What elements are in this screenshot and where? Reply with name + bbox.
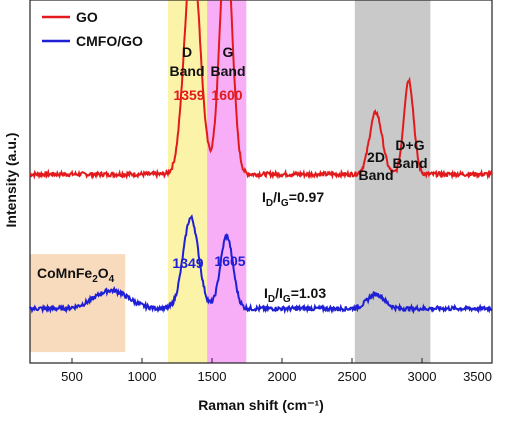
x-tick-label: 2500 xyxy=(338,369,367,384)
d-band-label-line1: D xyxy=(182,44,192,60)
series-cmfo-go-line xyxy=(29,214,493,315)
x-tick-label: 1000 xyxy=(128,369,157,384)
series-go-line xyxy=(29,0,493,180)
ratio-go-label: ID/IG=0.97 xyxy=(262,189,324,209)
2d-dg-band-region xyxy=(354,0,431,363)
legend-go-label: GO xyxy=(76,9,98,25)
g-peak-go-label: 1600 xyxy=(211,87,242,103)
d-peak-go-label: 1359 xyxy=(173,87,204,103)
x-tick-label: 2000 xyxy=(268,369,297,384)
x-tick-label: 500 xyxy=(61,369,83,384)
2d-band-label-line1: 2D xyxy=(367,149,385,165)
g-band-label-line1: G xyxy=(223,44,234,60)
dg-band-label-line1: D+G xyxy=(395,137,424,153)
plot-frame xyxy=(29,0,493,364)
d-peak-cmfo-label: 1349 xyxy=(172,255,203,271)
legend-cmfo-label: CMFO/GO xyxy=(76,33,143,49)
dg-band-label-line2: Band xyxy=(393,155,428,171)
g-band-label-line2: Band xyxy=(211,63,246,79)
legend: GO CMFO/GO xyxy=(42,9,143,49)
ratio-cmfo-label: ID/IG=1.03 xyxy=(264,285,326,305)
y-axis-label: Intensity (a.u.) xyxy=(3,133,19,228)
x-axis-label: Raman shift (cm⁻¹) xyxy=(198,397,324,413)
g-peak-cmfo-label: 1605 xyxy=(214,253,245,269)
x-tick-label: 3500 xyxy=(463,369,492,384)
2d-band-label-line2: Band xyxy=(359,167,394,183)
x-tick-label: 3000 xyxy=(408,369,437,384)
d-band-label-line2: Band xyxy=(170,63,205,79)
comnfe2o4-region xyxy=(30,254,126,353)
x-tick-label: 1500 xyxy=(198,369,227,384)
x-axis-ticks: 500 1000 1500 2000 2500 3000 3500 xyxy=(61,358,493,384)
compound-label: CoMnFe2O4 xyxy=(37,265,115,285)
